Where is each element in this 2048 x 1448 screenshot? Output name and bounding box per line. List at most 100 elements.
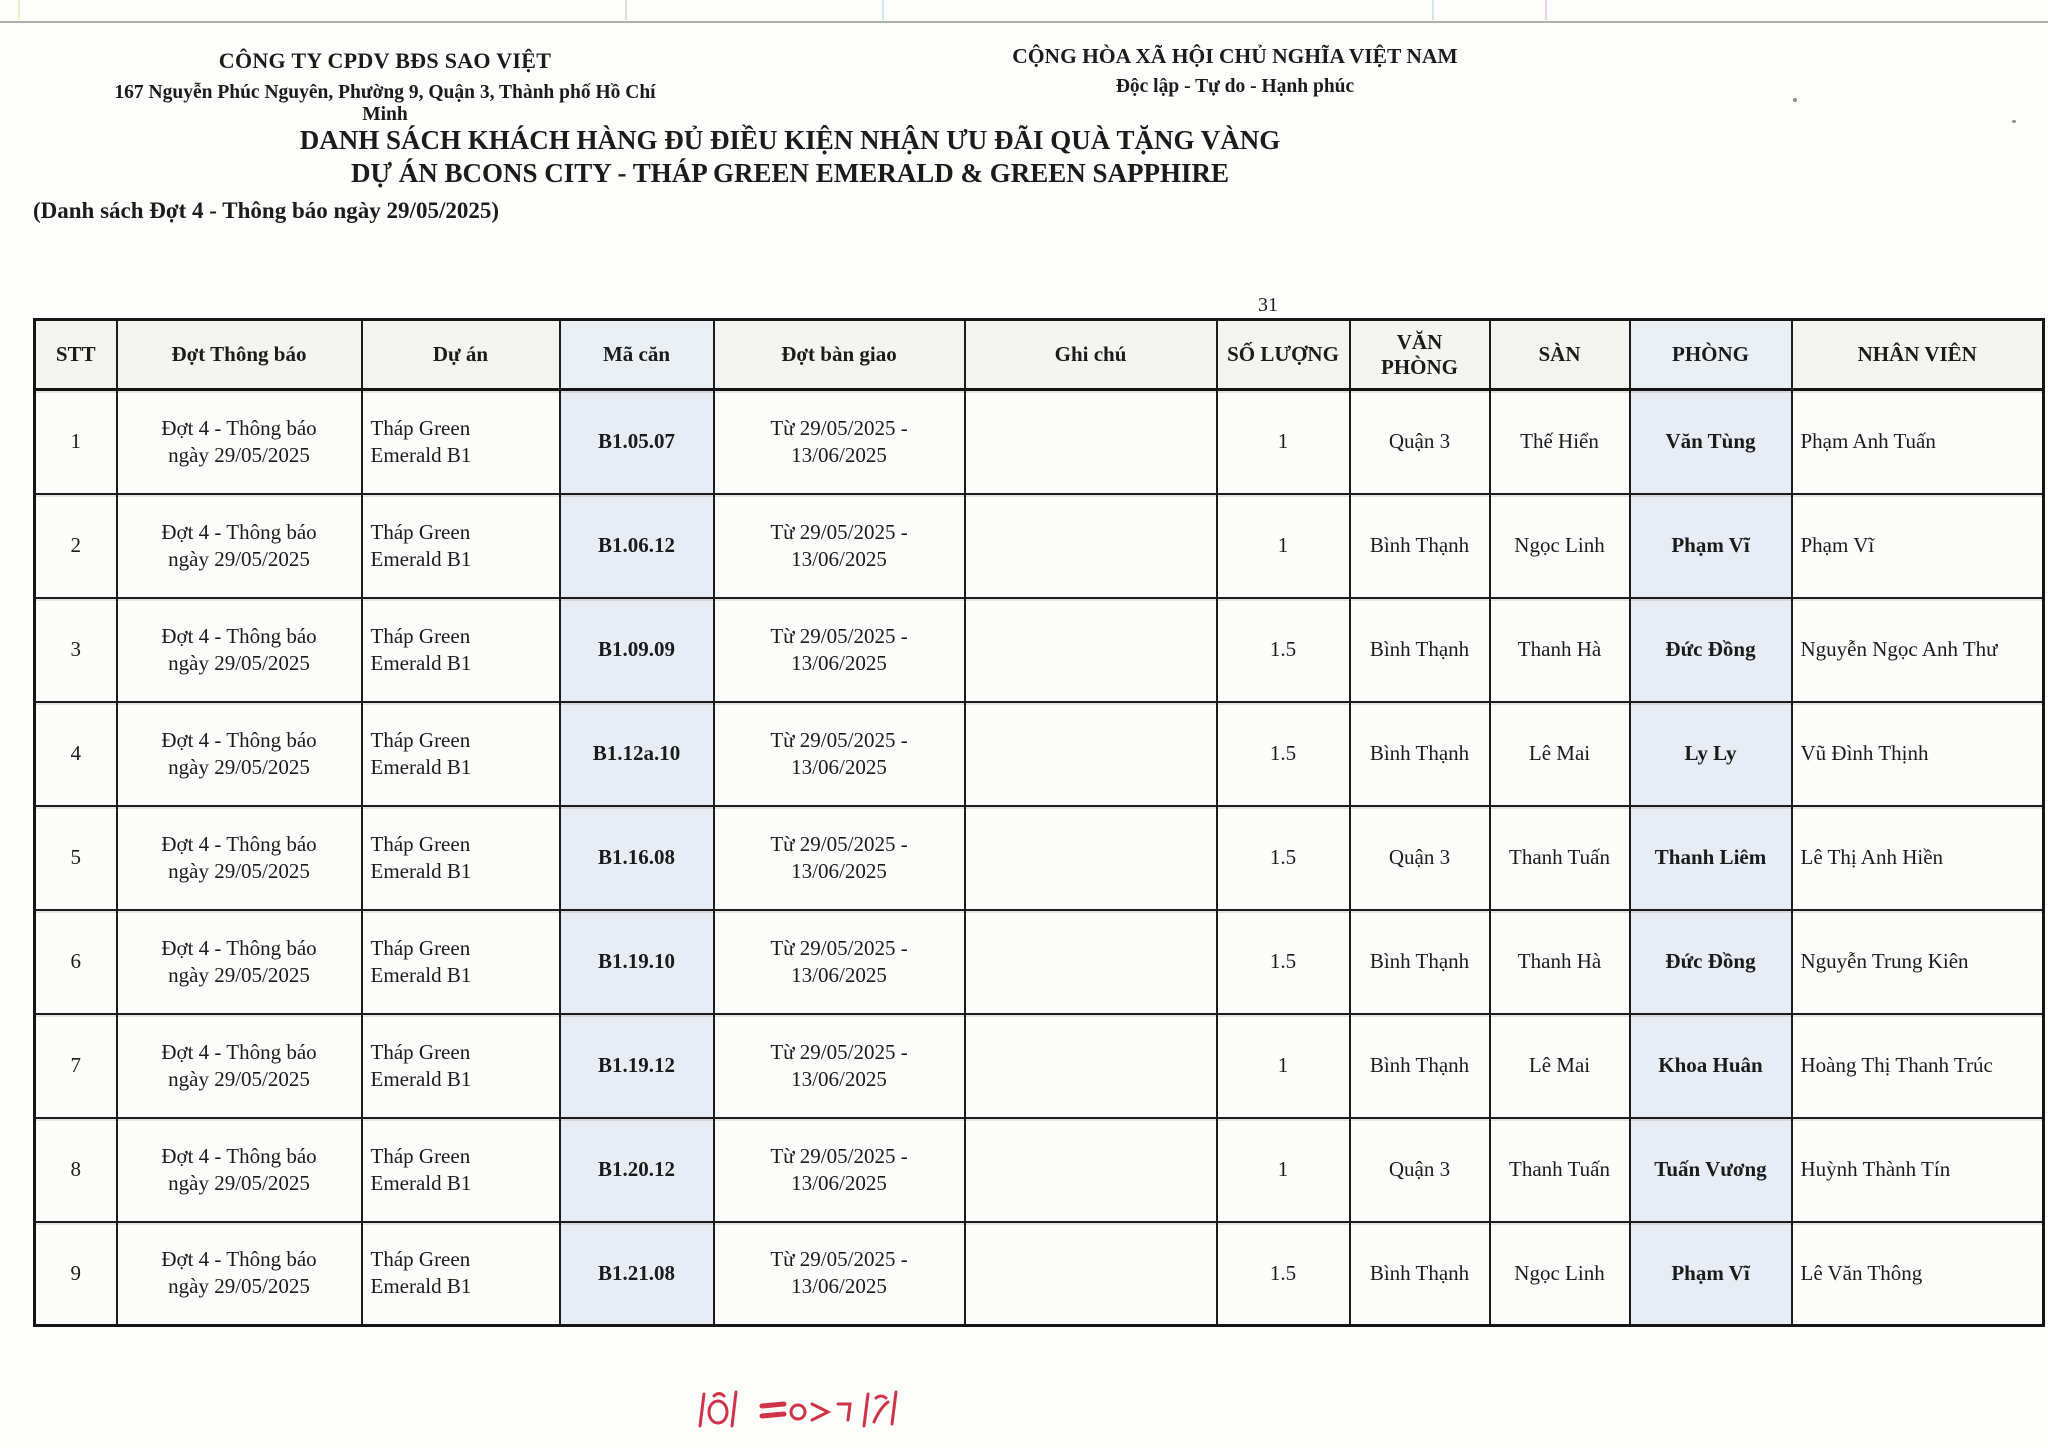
cell-so-luong: 1 — [1215, 388, 1351, 495]
column-header-ma-can: Mã căn — [558, 318, 715, 391]
cell-dot-ban-giao: Từ 29/05/2025 - 13/06/2025 — [712, 700, 966, 807]
cell-so-luong: 1.5 — [1215, 700, 1351, 807]
cell-phong: Thanh Liêm — [1628, 804, 1793, 911]
cell-ghi-chu — [963, 1012, 1218, 1119]
cell-dot-thong-bao: Đợt 4 - Thông báo ngày 29/05/2025 — [115, 804, 363, 911]
cell-dot-thong-bao: Đợt 4 - Thông báo ngày 29/05/2025 — [115, 908, 363, 1015]
cell-du-an: Tháp Green Emerald B1 — [360, 388, 561, 495]
cell-so-luong: 1 — [1215, 1012, 1351, 1119]
cell-du-an: Tháp Green Emerald B1 — [360, 1012, 561, 1119]
table-row: 1 Đợt 4 - Thông báo ngày 29/05/2025 Tháp G… — [33, 388, 2045, 495]
cell-so-luong: 1 — [1215, 1116, 1351, 1223]
scan-artifact — [18, 0, 20, 20]
cell-du-an: Tháp Green Emerald B1 — [360, 700, 561, 807]
cell-san: Ngọc Linh — [1488, 492, 1631, 599]
cell-phong: Phạm Vĩ — [1628, 492, 1793, 599]
cell-du-an: Tháp Green Emerald B1 — [360, 804, 561, 911]
cell-san: Thế Hiển — [1488, 388, 1631, 495]
cell-stt: 4 — [33, 700, 118, 807]
scan-edge-line — [0, 21, 2048, 23]
cell-nhan-vien: Lê Thị Anh Hiền — [1790, 804, 2045, 911]
cell-stt: 1 — [33, 388, 118, 495]
cell-ghi-chu — [963, 700, 1218, 807]
scan-speck — [2012, 120, 2016, 123]
cell-stt: 5 — [33, 804, 118, 911]
national-title: CỘNG HÒA XÃ HỘI CHỦ NGHĨA VIỆT NAM — [1012, 44, 1458, 68]
cell-phong: Khoa Huân — [1628, 1012, 1793, 1119]
cell-van-phong: Bình Thạnh — [1348, 492, 1491, 599]
cell-stt: 3 — [33, 596, 118, 703]
cell-van-phong: Bình Thạnh — [1348, 1220, 1491, 1327]
cell-ghi-chu — [963, 804, 1218, 911]
cell-dot-ban-giao: Từ 29/05/2025 - 13/06/2025 — [712, 908, 966, 1015]
cell-nhan-vien: Hoàng Thị Thanh Trúc — [1790, 1012, 2045, 1119]
table-body: 1 Đợt 4 - Thông báo ngày 29/05/2025 Tháp G… — [33, 388, 2045, 1327]
cell-ma-can: B1.21.08 — [558, 1220, 715, 1327]
cell-ma-can: B1.19.12 — [558, 1012, 715, 1119]
cell-ma-can: B1.20.12 — [558, 1116, 715, 1223]
column-header-ghi-chu: Ghi chú — [963, 318, 1218, 391]
cell-ghi-chu — [963, 1116, 1218, 1223]
cell-dot-thong-bao: Đợt 4 - Thông báo ngày 29/05/2025 — [115, 1116, 363, 1223]
cell-dot-ban-giao: Từ 29/05/2025 - 13/06/2025 — [712, 388, 966, 495]
cell-ghi-chu — [963, 492, 1218, 599]
cell-phong: Văn Tùng — [1628, 388, 1793, 495]
cell-san: Lê Mai — [1488, 1012, 1631, 1119]
company-name: CÔNG TY CPDV BĐS SAO VIỆT — [218, 48, 552, 73]
company-address: 167 Nguyễn Phúc Nguyên, Phường 9, Quận 3… — [114, 82, 656, 125]
national-header: CỘNG HÒA XÃ HỘI CHỦ NGHĨA VIỆT NAM Độc l… — [1010, 44, 1460, 98]
table-row: 5 Đợt 4 - Thông báo ngày 29/05/2025 Tháp G… — [33, 804, 2045, 911]
cell-ghi-chu — [963, 596, 1218, 703]
table-row: 2 Đợt 4 - Thông báo ngày 29/05/2025 Tháp G… — [33, 492, 2045, 599]
cell-so-luong: 1.5 — [1215, 596, 1351, 703]
cell-nhan-vien: Phạm Anh Tuấn — [1790, 388, 2045, 495]
cell-dot-thong-bao: Đợt 4 - Thông báo ngày 29/05/2025 — [115, 700, 363, 807]
table-row: 4 Đợt 4 - Thông báo ngày 29/05/2025 Tháp G… — [33, 700, 2045, 807]
cell-dot-thong-bao: Đợt 4 - Thông báo ngày 29/05/2025 — [115, 596, 363, 703]
cell-san: Ngọc Linh — [1488, 1220, 1631, 1327]
cell-dot-thong-bao: Đợt 4 - Thông báo ngày 29/05/2025 — [115, 492, 363, 599]
scan-artifact — [1432, 0, 1434, 20]
cell-phong: Phạm Vĩ — [1628, 1220, 1793, 1327]
cell-dot-ban-giao: Từ 29/05/2025 - 13/06/2025 — [712, 596, 966, 703]
cell-van-phong: Quận 3 — [1348, 388, 1491, 495]
cell-stt: 9 — [33, 1220, 118, 1327]
cell-san: Thanh Tuấn — [1488, 1116, 1631, 1223]
cell-van-phong: Bình Thạnh — [1348, 908, 1491, 1015]
column-header-nhan-vien: NHÂN VIÊN — [1790, 318, 2045, 391]
document-title: DANH SÁCH KHÁCH HÀNG ĐỦ ĐIỀU KIỆN NHẬN Ư… — [220, 124, 1360, 190]
national-motto: Độc lập - Tự do - Hạnh phúc — [1115, 76, 1355, 97]
column-header-so-luong: SỐ LƯỢNG — [1215, 318, 1351, 391]
cell-phong: Đức Đồng — [1628, 596, 1793, 703]
cell-ma-can: B1.05.07 — [558, 388, 715, 495]
table-header-row: STT Đợt Thông báo Dự án Mã căn Đợt bàn giao G… — [33, 318, 2045, 391]
cell-phong: Tuấn Vương — [1628, 1116, 1793, 1223]
cell-ghi-chu — [963, 388, 1218, 495]
cell-ma-can: B1.06.12 — [558, 492, 715, 599]
cell-nhan-vien: Lê Văn Thông — [1790, 1220, 2045, 1327]
cell-nhan-vien: Nguyễn Ngọc Anh Thư — [1790, 596, 2045, 703]
cell-ma-can: B1.12a.10 — [558, 700, 715, 807]
list-subtitle: (Danh sách Đợt 4 - Thông báo ngày 29/05/… — [33, 198, 499, 223]
page-note: 31 — [1258, 294, 1278, 316]
cell-van-phong: Bình Thạnh — [1348, 1012, 1491, 1119]
cell-nhan-vien: Nguyễn Trung Kiên — [1790, 908, 2045, 1015]
scan-artifact — [1545, 0, 1547, 20]
red-ink-fragment — [698, 1390, 898, 1428]
column-header-san: SÀN — [1488, 318, 1631, 391]
cell-dot-ban-giao: Từ 29/05/2025 - 13/06/2025 — [712, 1220, 966, 1327]
table-row: 9 Đợt 4 - Thông báo ngày 29/05/2025 Tháp G… — [33, 1220, 2045, 1327]
cell-san: Thanh Hà — [1488, 596, 1631, 703]
cell-so-luong: 1 — [1215, 492, 1351, 599]
cell-stt: 2 — [33, 492, 118, 599]
cell-phong: Đức Đồng — [1628, 908, 1793, 1015]
cell-dot-ban-giao: Từ 29/05/2025 - 13/06/2025 — [712, 492, 966, 599]
document-title-line1: DANH SÁCH KHÁCH HÀNG ĐỦ ĐIỀU KIỆN NHẬN Ư… — [299, 125, 1281, 155]
scan-artifact — [625, 0, 627, 20]
company-header: CÔNG TY CPDV BĐS SAO VIỆT 167 Nguyễn Phú… — [95, 48, 675, 126]
table-row: 7 Đợt 4 - Thông báo ngày 29/05/2025 Tháp G… — [33, 1012, 2045, 1119]
cell-ma-can: B1.09.09 — [558, 596, 715, 703]
cell-dot-thong-bao: Đợt 4 - Thông báo ngày 29/05/2025 — [115, 1012, 363, 1119]
document-title-line2: DỰ ÁN BCONS CITY - THÁP GREEN EMERALD & … — [350, 158, 1230, 188]
